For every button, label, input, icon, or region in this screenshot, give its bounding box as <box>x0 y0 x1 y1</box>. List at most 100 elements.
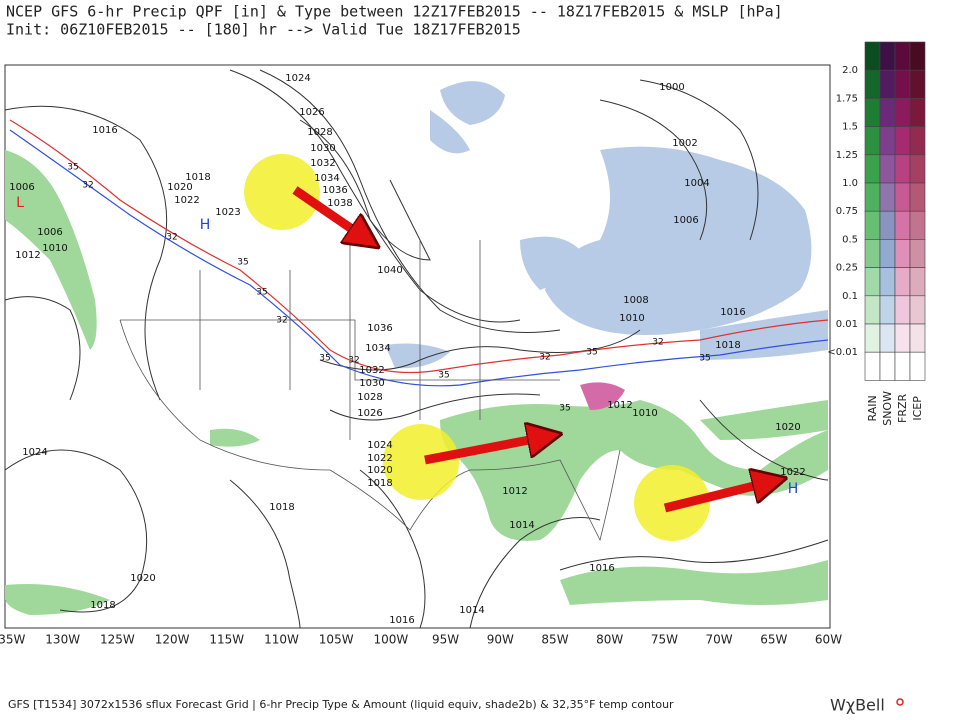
legend-swatch <box>909 69 926 99</box>
legend-level: 1.25 <box>836 150 858 161</box>
longitude-label: 115W <box>209 633 244 647</box>
legend-swatch <box>864 126 881 156</box>
legend-swatch <box>894 154 911 184</box>
footer-text: GFS [T1534] 3072x1536 sflux Forecast Gri… <box>8 698 674 711</box>
isobar-label: 1010 <box>619 313 644 324</box>
legend-level: 1.75 <box>836 93 858 104</box>
isobar-label: 1014 <box>509 520 534 531</box>
isobar-label: 1020 <box>367 465 392 476</box>
temp-label: 32 <box>652 338 663 348</box>
legend-swatch <box>894 182 911 212</box>
legend-swatch <box>894 126 911 156</box>
legend-level: 1.5 <box>842 122 858 133</box>
isobar-label: 1012 <box>502 486 527 497</box>
isobar-label: 1028 <box>307 127 332 138</box>
legend-swatch <box>909 239 926 268</box>
isobar-label: 1024 <box>367 440 392 451</box>
legend-swatch <box>879 210 896 240</box>
legend-swatch <box>864 154 881 184</box>
temp-label: 35 <box>438 371 449 381</box>
isobar-label: 1002 <box>672 138 697 149</box>
isobar-label: 1028 <box>357 392 382 403</box>
legend-swatch <box>864 69 881 99</box>
legend-swatch <box>864 41 881 71</box>
isobar-label: 1026 <box>357 408 382 419</box>
temp-label: 35 <box>586 348 597 358</box>
logo: WχBell <box>830 696 885 715</box>
legend-swatch <box>909 210 926 240</box>
legend-swatch <box>909 126 926 156</box>
legend-swatch <box>864 239 881 268</box>
isobar-label: 1008 <box>623 295 648 306</box>
legend-level: 0.75 <box>836 206 858 217</box>
isobar-label: 1016 <box>92 125 117 136</box>
legend-level: 2.0 <box>842 65 858 76</box>
isobar-label: 1018 <box>367 478 392 489</box>
legend-type: RAIN <box>866 395 879 421</box>
isobar-label: 1016 <box>389 615 414 626</box>
longitude-label: 120W <box>155 633 190 647</box>
isobar-label: 1010 <box>42 243 67 254</box>
snow-areas <box>385 81 828 369</box>
isobar-label: 1022 <box>367 453 392 464</box>
legend-swatch <box>879 323 896 353</box>
legend-swatch <box>894 295 911 325</box>
longitude-label: 60W <box>815 633 842 647</box>
legend-swatch <box>879 41 896 71</box>
legend-type: FRZR <box>896 393 909 423</box>
temp-label: 32 <box>276 316 287 326</box>
pressure-center: H <box>788 481 799 497</box>
pressure-center: H <box>200 217 211 233</box>
isobar-label: 1016 <box>720 307 745 318</box>
legend-swatch <box>879 182 896 212</box>
isobar-label: 1034 <box>365 343 390 354</box>
isobar-label: 1014 <box>459 605 484 616</box>
legend-swatch <box>894 210 911 240</box>
isobar-label: 1034 <box>314 173 339 184</box>
legend-swatch <box>894 239 911 268</box>
isobar-label: 1022 <box>780 467 805 478</box>
legend-swatch <box>894 98 911 127</box>
isobar-label: 1012 <box>15 250 40 261</box>
isobar-label: 1032 <box>359 365 384 376</box>
pressure-center: L <box>16 195 24 211</box>
temp-contours <box>9 119 829 387</box>
legend-swatch <box>864 210 881 240</box>
legend-swatch <box>894 351 911 381</box>
temp-label: 32 <box>539 353 550 363</box>
legend-level: 0.01 <box>836 319 858 330</box>
isobar-label: 1020 <box>130 573 155 584</box>
isobar-label: 1000 <box>659 82 684 93</box>
isobar-label: 1006 <box>37 227 62 238</box>
legend-swatch <box>864 182 881 212</box>
legend-swatch <box>864 295 881 325</box>
longitude-label: 90W <box>487 633 514 647</box>
logo-dot <box>896 698 904 706</box>
isobar-label: 1004 <box>684 178 709 189</box>
legend-swatch <box>909 323 926 353</box>
isobar-label: 1018 <box>90 600 115 611</box>
temp-label: 32 <box>166 233 177 243</box>
isobar-label: 1036 <box>322 185 347 196</box>
longitude-label: 100W <box>374 633 409 647</box>
isobar-label: 1006 <box>9 182 34 193</box>
temp-label: 35 <box>67 163 78 173</box>
legend-swatch <box>864 351 881 381</box>
legend-level: 1.0 <box>842 178 858 189</box>
legend-swatch <box>879 154 896 184</box>
legend-swatch <box>909 98 926 127</box>
isobar-label: 1018 <box>269 502 294 513</box>
longitude-label: 130W <box>45 633 80 647</box>
legend-swatch <box>909 182 926 212</box>
isobar-label: 1036 <box>367 323 392 334</box>
temp-label: 35 <box>559 404 570 414</box>
title: NCEP GFS 6-hr Precip QPF [in] & Type bet… <box>6 3 783 21</box>
longitude-label: 135W <box>0 633 26 647</box>
isobar-label: 1024 <box>285 73 310 84</box>
subtitle: Init: 06Z10FEB2015 -- [180] hr --> Valid… <box>6 21 521 39</box>
isobar-label: 1006 <box>673 215 698 226</box>
isobar-label: 1022 <box>174 195 199 206</box>
isobar-label: 1023 <box>215 207 240 218</box>
legend-swatch <box>894 267 911 297</box>
